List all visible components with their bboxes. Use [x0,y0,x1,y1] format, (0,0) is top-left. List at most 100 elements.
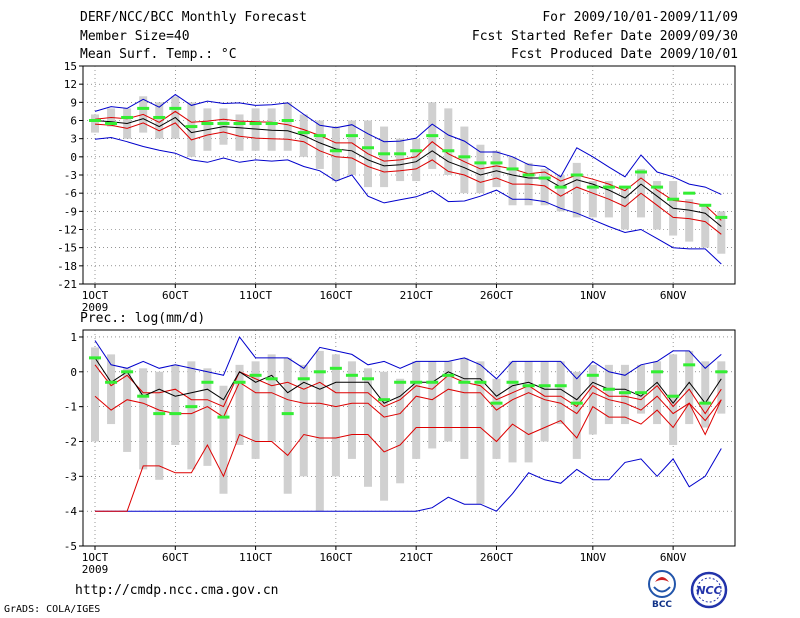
temp-median-mark [699,203,712,207]
temp-box [685,199,694,242]
temp-box [283,102,292,151]
temp-x-tick-label: 16OCT [319,289,352,302]
temp-median-mark [635,170,648,174]
prec-y-tick-label: -4 [64,505,78,518]
temp-box [556,175,565,212]
prec-median-mark [394,380,407,384]
temp-median-mark [169,106,182,110]
temp-median-mark [426,134,439,138]
prec-box [219,385,228,494]
prec-box [283,357,292,494]
temp-box [251,108,260,151]
prec-median-mark [602,387,615,391]
temp-median-mark [329,149,342,153]
temp-median-mark [281,119,294,122]
prec-box [107,354,116,425]
prec-box [315,350,324,512]
temp-median-mark [442,149,455,153]
temp-box [460,126,469,194]
temp-median-mark [265,122,278,126]
temp-median-mark [249,122,262,126]
temp-box [347,120,356,175]
prec-median-mark [506,380,519,384]
prec-y-tick-label: -1 [64,401,77,414]
prec-box [717,361,726,414]
temp-median-mark [89,119,101,122]
temp-x-tick-label: 6NOV [660,289,687,302]
temperature-panel: 15 12 9 6 3 0 -3 -6 -9 -12 -15 -18 -21 1OCT 6OCT 11OCT 1… [57,60,736,314]
temp-box [620,187,629,230]
temp-median-mark [602,185,615,189]
bcc-logo: BCC [648,570,676,608]
prec-box [364,368,373,487]
prec-median-mark [538,384,551,388]
temp-y-tick-label: 0 [70,151,77,164]
temp-y-tick-label: 9 [70,96,77,109]
temp-box [588,181,597,218]
prec-panel-title: Prec.: log(mm/d) [80,311,205,326]
prec-y-tick-label: -2 [64,435,77,448]
temp-box [508,156,517,206]
temp-median-mark [105,122,118,126]
prec-median-mark [651,370,664,374]
temp-median-mark [538,176,551,180]
prec-x-tick-label: 11OCT [239,551,272,564]
prec-median-mark [442,373,455,377]
prec-median-mark [586,373,599,377]
prec-x-tick-label: 1OCT [82,551,109,564]
prec-box [203,368,212,466]
temp-median-mark [570,173,583,177]
temp-box [572,162,581,218]
temp-median-mark [153,115,166,119]
temp-y-tick-label: -6 [64,187,77,200]
fcst-produced-date: Fcst Produced Date 2009/10/01 [511,47,738,62]
prec-x-year-label: 2009 [82,563,109,576]
prec-box [91,347,99,442]
prec-box [701,361,710,428]
prec-box [428,361,437,449]
prec-box [380,371,389,501]
temp-x-tick-label: 11OCT [239,289,272,302]
temp-median-mark [362,146,375,150]
prec-box [444,361,453,442]
temp-box [540,168,549,206]
temp-median-mark [715,215,728,219]
prec-box [299,364,308,477]
temp-median-mark [458,155,471,159]
temp-median-mark [185,125,198,129]
temp-y-tick-label: 3 [70,133,77,146]
temp-median-mark [554,185,567,189]
prec-x-tick-label: 6OCT [162,551,189,564]
temp-box [380,126,389,188]
temp-y-tick-label: -9 [64,205,77,218]
temp-box [331,126,340,182]
prec-line-upper-blue [94,336,722,380]
prec-median-mark [281,412,294,416]
temp-line-upper-red [94,110,722,221]
temp-median-mark [522,173,535,177]
variable-label: Mean Surf. Temp.: °C [80,47,237,62]
prec-median-mark [458,380,471,384]
temp-box [187,102,196,157]
temp-median-mark [137,106,150,110]
source-url[interactable]: http://cmdp.ncc.cma.gov.cn [75,583,279,598]
prec-line-mean [94,357,722,405]
prec-median-mark [313,370,326,374]
prec-y-tick-label: 0 [70,366,77,379]
temp-median-mark [297,131,310,135]
prec-median-mark [249,373,262,377]
prec-median-mark [618,391,631,395]
prec-box [347,361,356,459]
prec-median-mark [378,398,391,402]
prec-plot-frame [82,329,736,547]
prec-median-mark [169,412,182,416]
prec-median-mark [121,370,134,374]
temp-y-tick-label: -12 [57,224,77,237]
prec-median-mark [297,377,310,381]
prec-median-mark [185,405,198,409]
temp-line-mean [94,116,722,227]
precipitation-panel: 1 0 -1 -2 -3 -4 -5 1OCT 6OCT 11OCT 16OCT 21OCT 26OCT… [64,329,736,576]
prec-median-mark [217,415,230,419]
prec-median-mark [426,380,439,384]
